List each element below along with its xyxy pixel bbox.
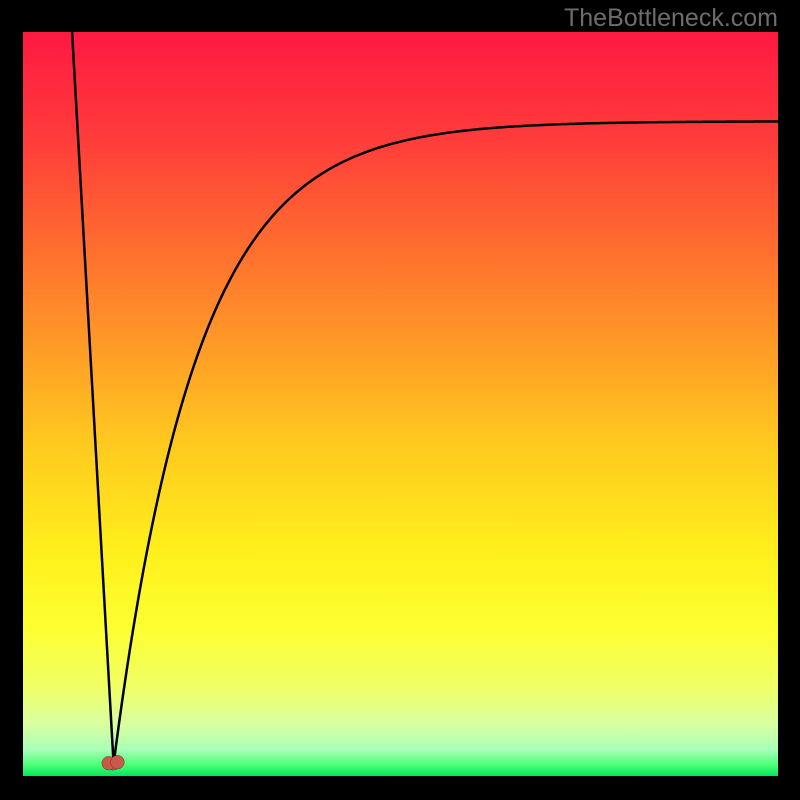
watermark-label: TheBottleneck.com [564,4,778,33]
plot-area [23,32,778,776]
chart-svg [23,32,778,776]
min-marker [102,755,124,770]
bottleneck-chart: TheBottleneck.com [0,0,800,800]
